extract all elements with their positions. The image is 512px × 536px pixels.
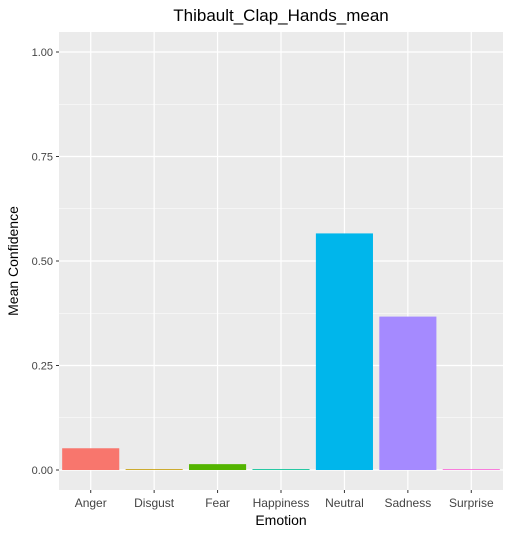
x-tick-label: Surprise — [449, 496, 494, 510]
y-tick-label: 0.50 — [32, 256, 53, 268]
y-tick-label: 0.25 — [32, 361, 53, 373]
bar-fear — [189, 464, 247, 470]
y-tick-label: 0.75 — [32, 152, 53, 164]
bar-neutral — [315, 233, 373, 470]
x-tick-label: Neutral — [325, 496, 364, 510]
x-tick-label: Happiness — [253, 496, 310, 510]
x-tick-label: Fear — [205, 496, 230, 510]
bar-surprise — [442, 469, 500, 470]
chart-title: Thibault_Clap_Hands_mean — [173, 6, 388, 25]
bar-sadness — [379, 316, 437, 470]
x-tick-label: Sadness — [385, 496, 432, 510]
bar-disgust — [125, 469, 183, 470]
bar-happiness — [252, 469, 310, 470]
x-axis-title: Emotion — [255, 512, 306, 528]
y-axis-title: Mean Confidence — [5, 206, 21, 316]
x-axis: Anger Disgust Fear Happiness Neutral Sadness S… — [75, 490, 494, 510]
bar-anger — [62, 448, 120, 470]
x-tick-label: Anger — [75, 496, 107, 510]
bars — [62, 233, 500, 470]
y-axis: 0.00 0.25 0.50 0.75 1.00 — [32, 47, 59, 477]
x-tick-label: Disgust — [134, 496, 175, 510]
y-tick-label: 1.00 — [32, 47, 53, 59]
y-tick-label: 0.00 — [32, 465, 53, 477]
